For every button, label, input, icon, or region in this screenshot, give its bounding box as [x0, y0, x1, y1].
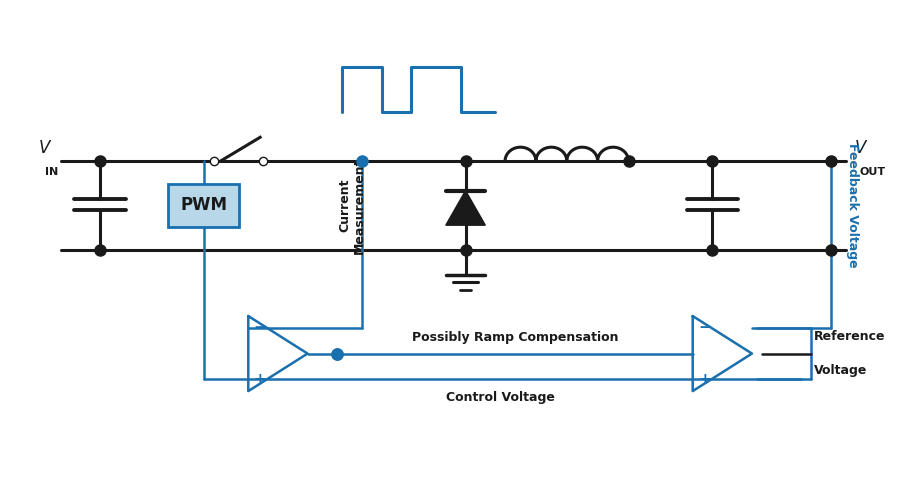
- Text: Voltage: Voltage: [815, 364, 868, 377]
- Text: IN: IN: [45, 167, 59, 177]
- Text: +: +: [698, 372, 711, 387]
- Text: $V$: $V$: [39, 139, 52, 157]
- Text: Control Voltage: Control Voltage: [446, 391, 555, 404]
- Text: +: +: [253, 372, 266, 387]
- Text: −: −: [253, 320, 266, 336]
- Text: OUT: OUT: [860, 167, 886, 177]
- Text: Feedback Voltage: Feedback Voltage: [846, 143, 860, 268]
- Text: Possibly Ramp Compensation: Possibly Ramp Compensation: [411, 331, 618, 344]
- Polygon shape: [446, 191, 485, 225]
- Text: PWM: PWM: [180, 196, 227, 215]
- Text: Reference: Reference: [815, 330, 886, 343]
- Text: $V$: $V$: [853, 139, 868, 157]
- Text: Current
Measurement: Current Measurement: [338, 157, 366, 254]
- FancyBboxPatch shape: [169, 184, 239, 227]
- Text: −: −: [698, 320, 711, 336]
